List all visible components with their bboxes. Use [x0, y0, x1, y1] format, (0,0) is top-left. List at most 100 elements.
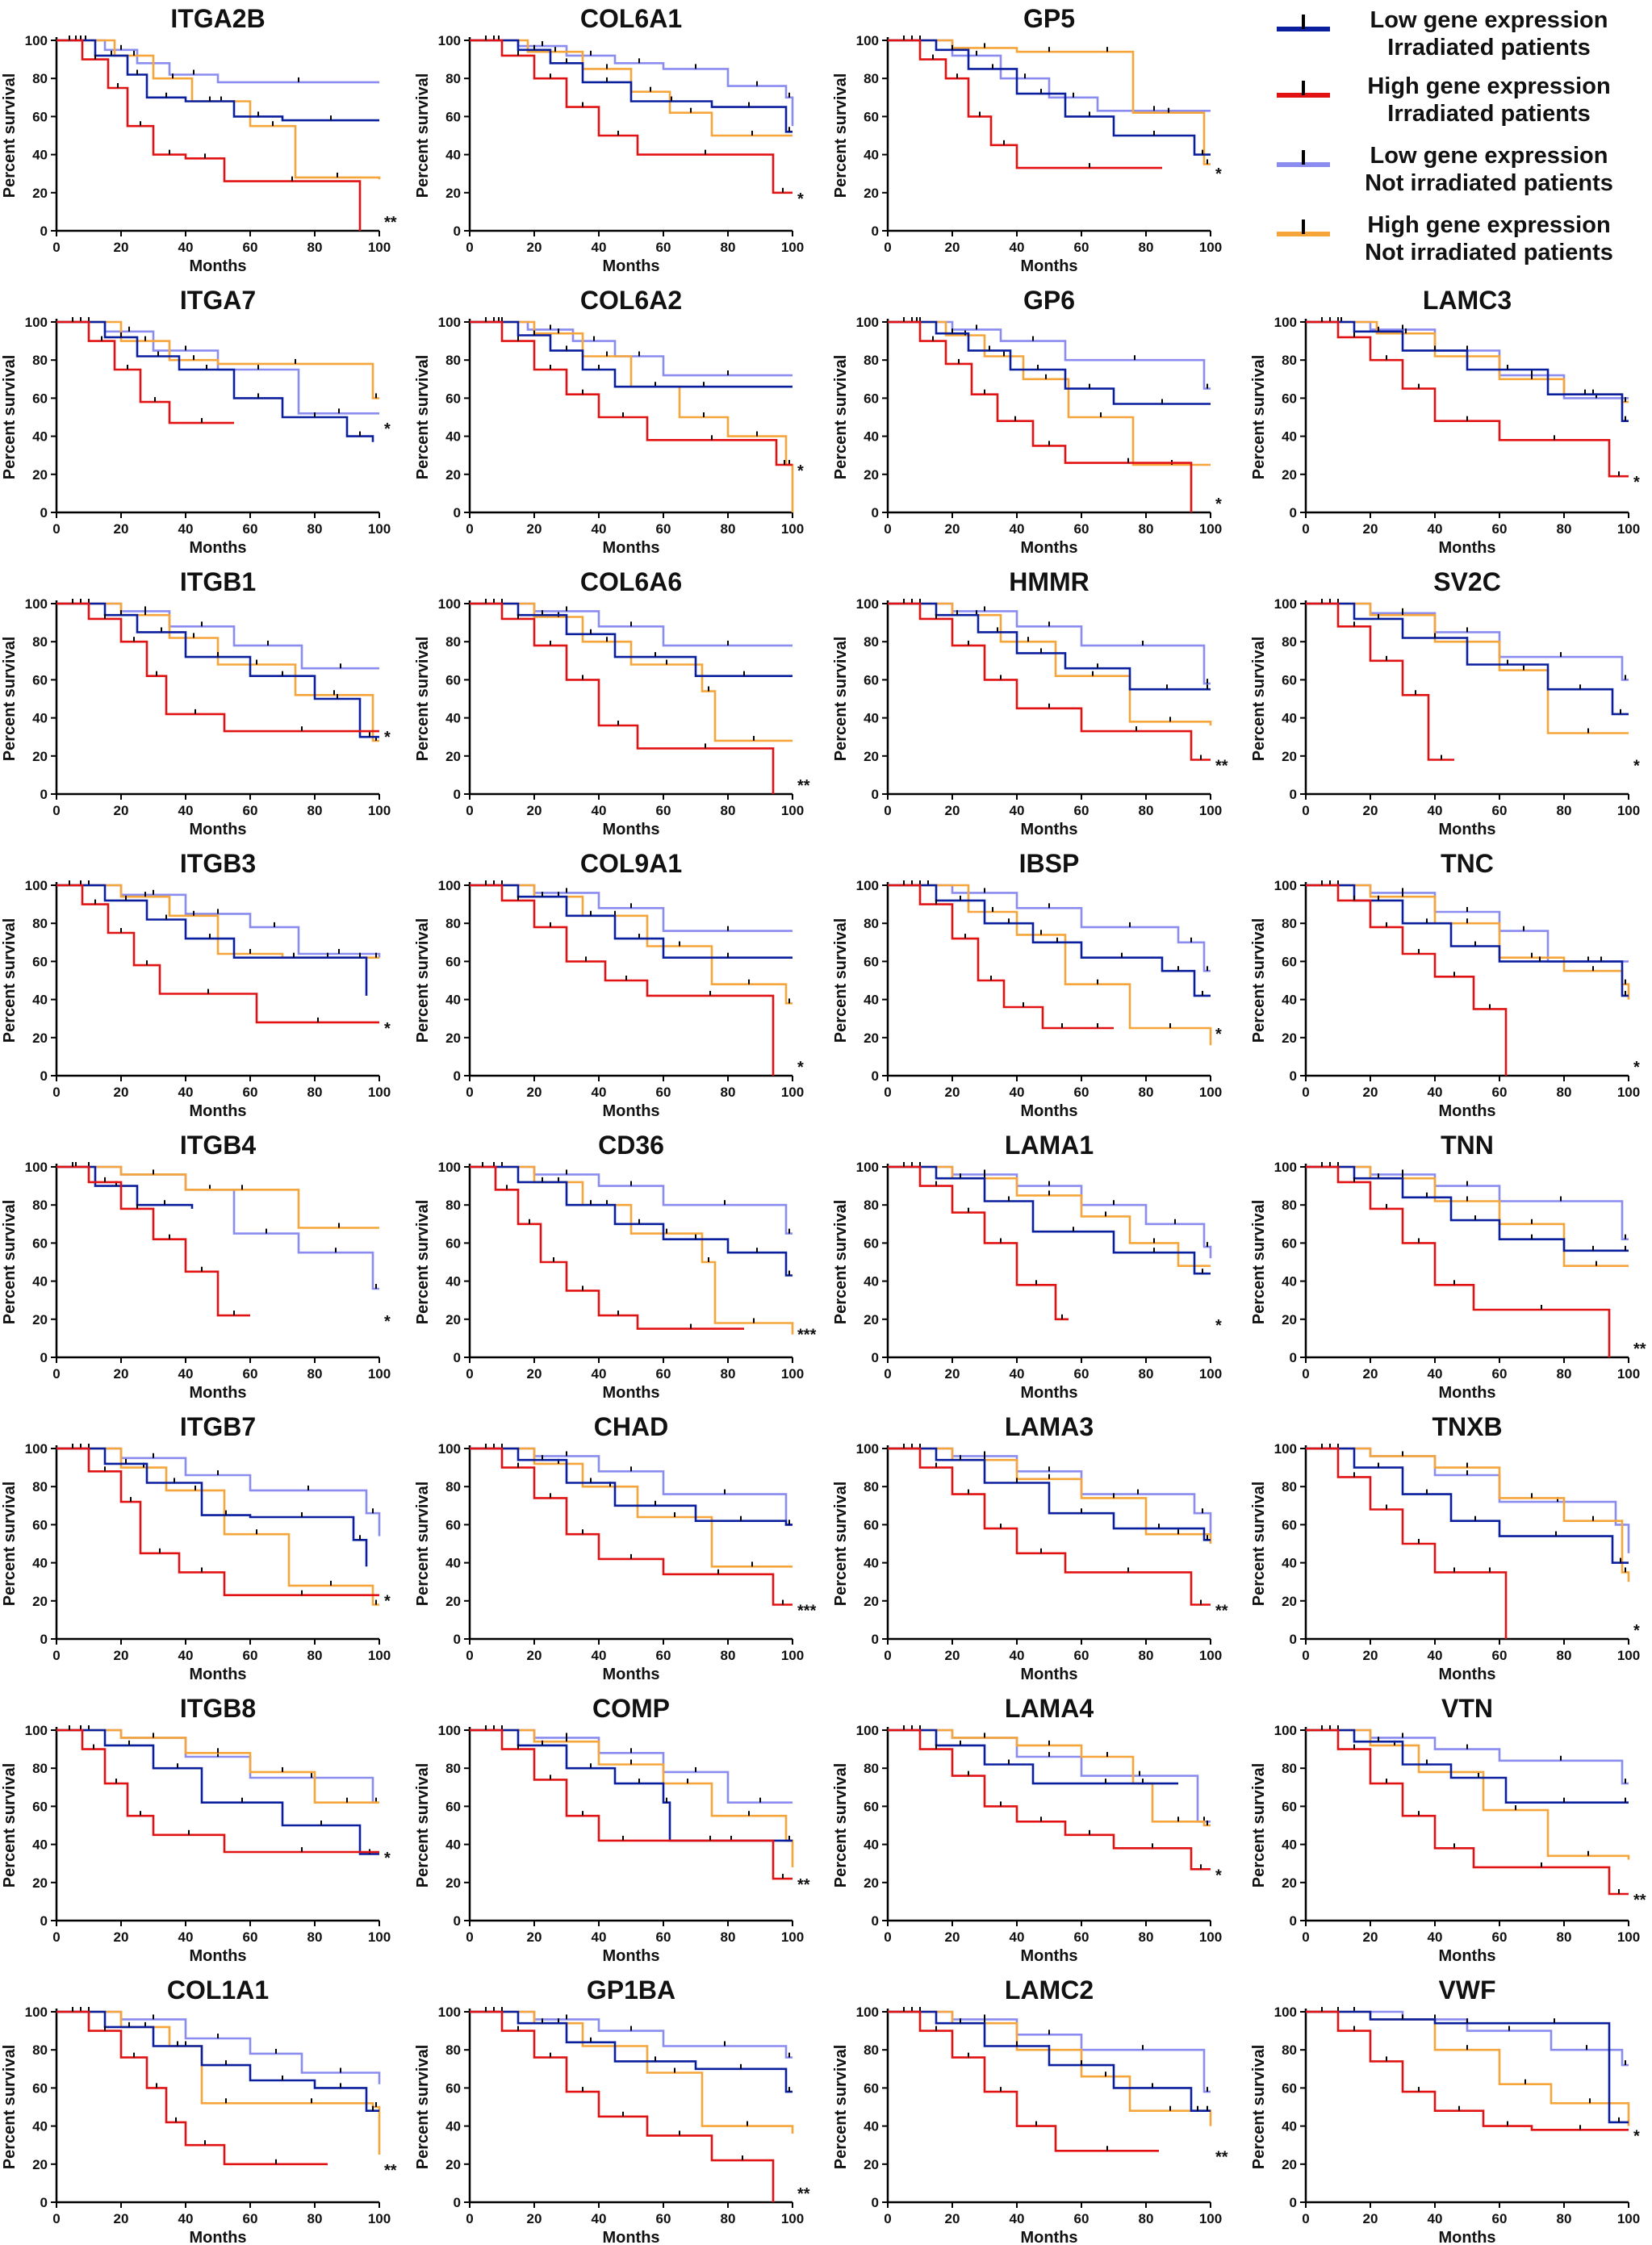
- km-panel-col1a1: COL1A1 0 20 40 60 80 100 0 20 40 60 80 100 Months Perc…: [1, 1975, 397, 2245]
- y-axis-label: Percent survival: [1250, 1200, 1268, 1325]
- x-tick-label: 20: [114, 1085, 129, 1100]
- y-tick-label: 20: [445, 749, 461, 764]
- panel-title: VWF: [1438, 1975, 1495, 2005]
- km-curve-high-irradiated: [470, 1729, 793, 1880]
- km-panel-itgb8: ITGB8 0 20 40 60 80 100 0 20 40 60 80 100 Months Perce…: [1, 1694, 391, 1965]
- km-curve-low-irradiated: [56, 1729, 379, 1855]
- y-tick-label: 0: [40, 1068, 48, 1084]
- y-tick-label: 0: [872, 1913, 879, 1929]
- x-tick-label: 60: [1492, 1648, 1508, 1663]
- x-tick-label: 20: [945, 240, 960, 255]
- y-tick-label: 80: [445, 353, 461, 368]
- km-curve-high-irradiated: [1306, 1447, 1508, 1639]
- y-tick-label: 60: [445, 1517, 461, 1532]
- x-tick-label: 40: [1010, 803, 1025, 818]
- panel-title: ITGB4: [180, 1131, 256, 1160]
- significance-label: *: [384, 420, 391, 438]
- x-tick-label: 100: [781, 2211, 804, 2226]
- x-tick-label: 60: [1074, 1366, 1089, 1382]
- km-curve-low-irradiated: [888, 1729, 1178, 1785]
- panel-title: COL1A1: [167, 1975, 269, 2005]
- x-tick-label: 20: [114, 2211, 129, 2226]
- legend-item-low-irradiated: Low gene expression Irradiated patients: [1267, 6, 1646, 73]
- km-curve-low-irradiated: [1306, 884, 1629, 997]
- x-tick-label: 100: [1617, 1085, 1640, 1100]
- y-tick-label: 80: [864, 1761, 879, 1776]
- x-tick-label: 60: [656, 240, 671, 255]
- significance-label: **: [797, 777, 810, 795]
- x-axis-label: Months: [1020, 1384, 1077, 1402]
- y-tick-label: 20: [445, 2157, 461, 2172]
- y-tick-label: 80: [864, 1198, 879, 1213]
- y-tick-label: 80: [445, 71, 461, 86]
- y-tick-label: 100: [856, 2005, 879, 2020]
- x-tick-label: 0: [884, 1366, 891, 1382]
- significance-label: *: [384, 1313, 391, 1331]
- panel-title: HMMR: [1009, 567, 1089, 596]
- significance-label: *: [384, 1850, 391, 1867]
- legend-item-low-not-irradiated: Low gene expression Not irradiated patien…: [1267, 142, 1646, 208]
- x-tick-label: 100: [1617, 1929, 1640, 1945]
- x-tick-label: 0: [884, 2211, 891, 2226]
- y-axis-label: Percent survival: [414, 355, 432, 480]
- y-tick-label: 80: [445, 916, 461, 931]
- x-tick-label: 80: [307, 2211, 323, 2226]
- y-tick-label: 100: [25, 1441, 48, 1457]
- y-tick-label: 80: [32, 71, 48, 86]
- panel-title: ITGA7: [180, 286, 256, 315]
- x-tick-label: 60: [243, 1366, 258, 1382]
- x-tick-label: 40: [1010, 1929, 1025, 1945]
- y-tick-label: 100: [25, 878, 48, 893]
- y-tick-label: 20: [864, 1031, 879, 1046]
- y-tick-label: 20: [445, 1031, 461, 1046]
- y-tick-label: 0: [1290, 1913, 1297, 1929]
- y-tick-label: 100: [856, 878, 879, 893]
- x-tick-label: 60: [1074, 1648, 1089, 1663]
- x-tick-label: 80: [721, 240, 736, 255]
- km-curve-high-irradiated: [1306, 1729, 1629, 1896]
- y-tick-label: 100: [438, 1160, 461, 1175]
- km-panel-itgb3: ITGB3 0 20 40 60 80 100 0 20 40 60 80 100 Months Perce…: [1, 849, 391, 1120]
- x-tick-label: 100: [368, 803, 391, 818]
- y-tick-label: 0: [454, 505, 461, 520]
- y-axis-label: Percent survival: [832, 1200, 850, 1325]
- km-curve-high-irradiated: [56, 1729, 379, 1854]
- x-tick-label: 0: [884, 521, 891, 537]
- y-tick-label: 40: [445, 993, 461, 1008]
- y-tick-label: 60: [32, 1517, 48, 1532]
- y-tick-label: 100: [25, 33, 48, 48]
- y-tick-label: 0: [40, 2195, 48, 2210]
- km-curve-high-not-irradiated: [56, 1165, 379, 1229]
- km-curve-low-irradiated: [1306, 2010, 1629, 2124]
- x-tick-label: 100: [368, 1085, 391, 1100]
- panel-title: COL6A2: [580, 286, 682, 315]
- y-axis-label: Percent survival: [1, 73, 19, 199]
- x-tick-label: 0: [466, 1366, 473, 1382]
- km-curve-high-irradiated: [56, 2010, 328, 2166]
- y-tick-label: 0: [454, 2195, 461, 2210]
- x-tick-label: 60: [1492, 1085, 1508, 1100]
- x-tick-label: 60: [243, 240, 258, 255]
- x-tick-label: 40: [178, 1929, 194, 1945]
- km-panel-lama1: LAMA1 0 20 40 60 80 100 0 20 40 60 80 100 Months Perce…: [832, 1131, 1222, 1402]
- y-tick-label: 80: [32, 1198, 48, 1213]
- x-tick-label: 40: [1428, 1648, 1443, 1663]
- x-tick-label: 100: [368, 1648, 391, 1663]
- y-tick-label: 60: [32, 391, 48, 406]
- x-tick-label: 40: [592, 1648, 607, 1663]
- y-tick-label: 80: [1282, 1198, 1297, 1213]
- x-axis-label: Months: [602, 257, 659, 275]
- km-curve-low-irradiated: [1306, 320, 1629, 422]
- x-axis-label: Months: [602, 1384, 659, 1402]
- x-tick-label: 0: [884, 803, 891, 818]
- km-curve-high-not-irradiated: [1306, 1447, 1630, 1582]
- x-axis-label: Months: [1020, 1947, 1077, 1965]
- y-tick-label: 100: [438, 2005, 461, 2020]
- km-curve-high-irradiated: [888, 1165, 1069, 1321]
- panel-title: CHAD: [594, 1412, 668, 1441]
- x-tick-label: 20: [1363, 2211, 1378, 2226]
- x-tick-label: 80: [307, 1366, 323, 1382]
- x-tick-label: 60: [1492, 803, 1508, 818]
- panel-title: CD36: [598, 1131, 664, 1160]
- km-panel-tnc: TNC 0 20 40 60 80 100 0 20 40 60 80 100 Months Percent…: [1250, 849, 1640, 1120]
